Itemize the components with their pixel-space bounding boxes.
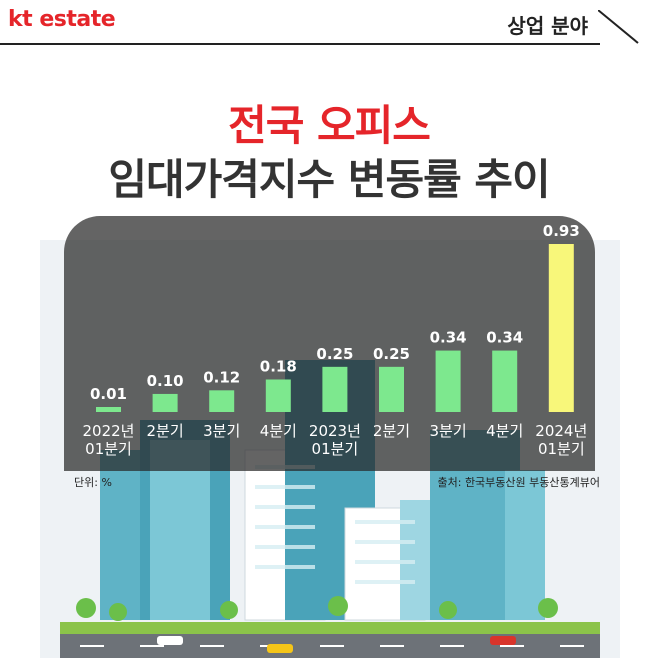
bar-7 <box>492 350 518 412</box>
category-label-3: 4분기 <box>260 422 297 440</box>
category-label-8: 2024년 <box>535 422 587 440</box>
category-label-1: 2분기 <box>147 422 184 440</box>
bar-0 <box>96 407 121 412</box>
category-label-5: 2분기 <box>373 422 410 440</box>
kt-estate-logo: kt estate <box>8 7 116 32</box>
value-label-6: 0.34 <box>430 329 467 347</box>
category-label-0-line2: 01분기 <box>85 440 132 458</box>
header-divider <box>0 43 600 45</box>
category-label-4-line2: 01분기 <box>312 440 359 458</box>
category-label-4: 2023년 <box>309 422 361 440</box>
bar-1 <box>152 393 178 412</box>
value-label-7: 0.34 <box>486 329 523 347</box>
title-line-2: 임대가격지수 변동률 추이 <box>108 155 550 204</box>
value-label-2: 0.12 <box>203 368 240 386</box>
source-label: 출처: 한국부동산원 부동산통계뷰어 <box>437 476 601 489</box>
category-label-8-line2: 01분기 <box>538 440 585 458</box>
tab-corner-line <box>598 10 639 44</box>
value-label-0: 0.01 <box>90 385 127 403</box>
category-label-6: 3분기 <box>430 422 467 440</box>
logo-estate: estate <box>39 7 116 32</box>
category-label-0: 2022년 <box>83 422 135 440</box>
building-9 <box>505 470 545 620</box>
value-label-8: 0.93 <box>543 222 580 240</box>
bar-6 <box>435 350 461 412</box>
value-label-3: 0.18 <box>260 357 297 375</box>
car-white <box>157 636 183 645</box>
bar-5 <box>379 366 404 412</box>
category-label-2: 3분기 <box>203 422 240 440</box>
grass-strip <box>60 622 600 634</box>
logo-kt: kt <box>8 7 33 32</box>
unit-label: 단위: % <box>74 476 112 489</box>
chart-panel <box>64 216 595 471</box>
title-line-1: 전국 오피스 <box>228 101 431 150</box>
bar-4 <box>322 366 348 412</box>
bar-8 <box>548 244 574 412</box>
value-label-1: 0.10 <box>147 372 184 390</box>
section-label: 상업 분야 <box>507 14 588 38</box>
value-label-4: 0.25 <box>316 345 353 363</box>
category-label-7: 4분기 <box>486 422 523 440</box>
car-yellow <box>267 644 293 653</box>
bar-3 <box>265 379 291 412</box>
bar-2 <box>209 390 235 412</box>
top-bar: kt estate 상업 분야 <box>0 0 658 46</box>
car-red <box>490 636 516 645</box>
value-label-5: 0.25 <box>373 345 410 363</box>
